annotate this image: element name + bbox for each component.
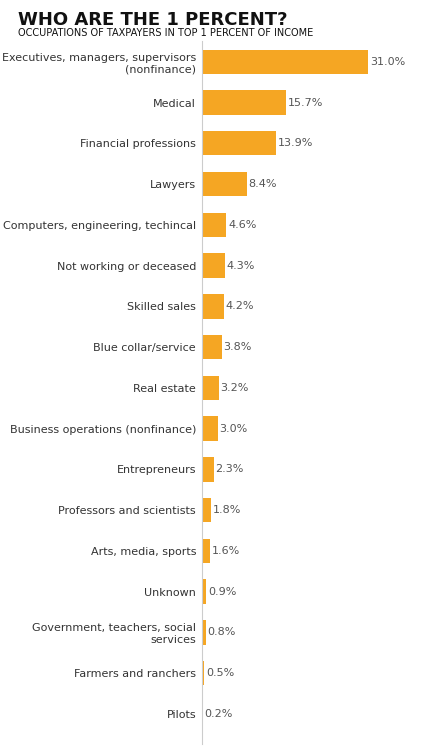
Text: 1.6%: 1.6% <box>212 546 240 556</box>
Text: 13.9%: 13.9% <box>278 138 313 148</box>
Text: 3.8%: 3.8% <box>224 342 252 352</box>
Text: OCCUPATIONS OF TAXPAYERS IN TOP 1 PERCENT OF INCOME: OCCUPATIONS OF TAXPAYERS IN TOP 1 PERCEN… <box>18 28 313 38</box>
Bar <box>202 90 286 115</box>
Bar <box>202 171 247 196</box>
Text: 4.6%: 4.6% <box>228 220 256 230</box>
Text: 0.2%: 0.2% <box>204 709 233 719</box>
Bar <box>202 417 218 441</box>
Bar <box>202 294 224 319</box>
Bar <box>202 253 225 277</box>
Text: 15.7%: 15.7% <box>288 98 323 108</box>
Text: 2.3%: 2.3% <box>215 464 244 475</box>
Bar <box>202 661 204 685</box>
Bar <box>202 335 222 359</box>
Text: 4.3%: 4.3% <box>226 260 255 271</box>
Text: 3.2%: 3.2% <box>220 383 249 393</box>
Text: 8.4%: 8.4% <box>248 179 277 189</box>
Text: 0.5%: 0.5% <box>206 668 234 678</box>
Text: 1.8%: 1.8% <box>213 505 241 515</box>
Bar <box>202 375 219 400</box>
Bar <box>202 457 214 481</box>
Bar <box>202 50 368 74</box>
Text: WHO ARE THE 1 PERCENT?: WHO ARE THE 1 PERCENT? <box>18 11 288 29</box>
Text: 31.0%: 31.0% <box>370 56 405 67</box>
Bar <box>202 131 276 156</box>
Text: 0.9%: 0.9% <box>208 587 237 596</box>
Text: 4.2%: 4.2% <box>226 302 254 311</box>
Bar <box>202 579 207 604</box>
Bar <box>202 213 226 237</box>
Text: 0.8%: 0.8% <box>207 627 236 638</box>
Text: 3.0%: 3.0% <box>220 423 248 434</box>
Bar <box>202 538 210 563</box>
Bar <box>202 620 206 644</box>
Bar <box>202 498 211 523</box>
